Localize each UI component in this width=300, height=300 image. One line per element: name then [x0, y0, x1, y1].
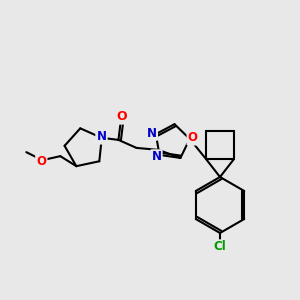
- Text: O: O: [36, 155, 46, 168]
- Text: O: O: [116, 110, 127, 123]
- Text: N: N: [147, 127, 157, 140]
- Text: N: N: [152, 150, 161, 164]
- Text: N: N: [97, 130, 106, 143]
- Text: Cl: Cl: [214, 241, 226, 254]
- Text: O: O: [188, 131, 198, 144]
